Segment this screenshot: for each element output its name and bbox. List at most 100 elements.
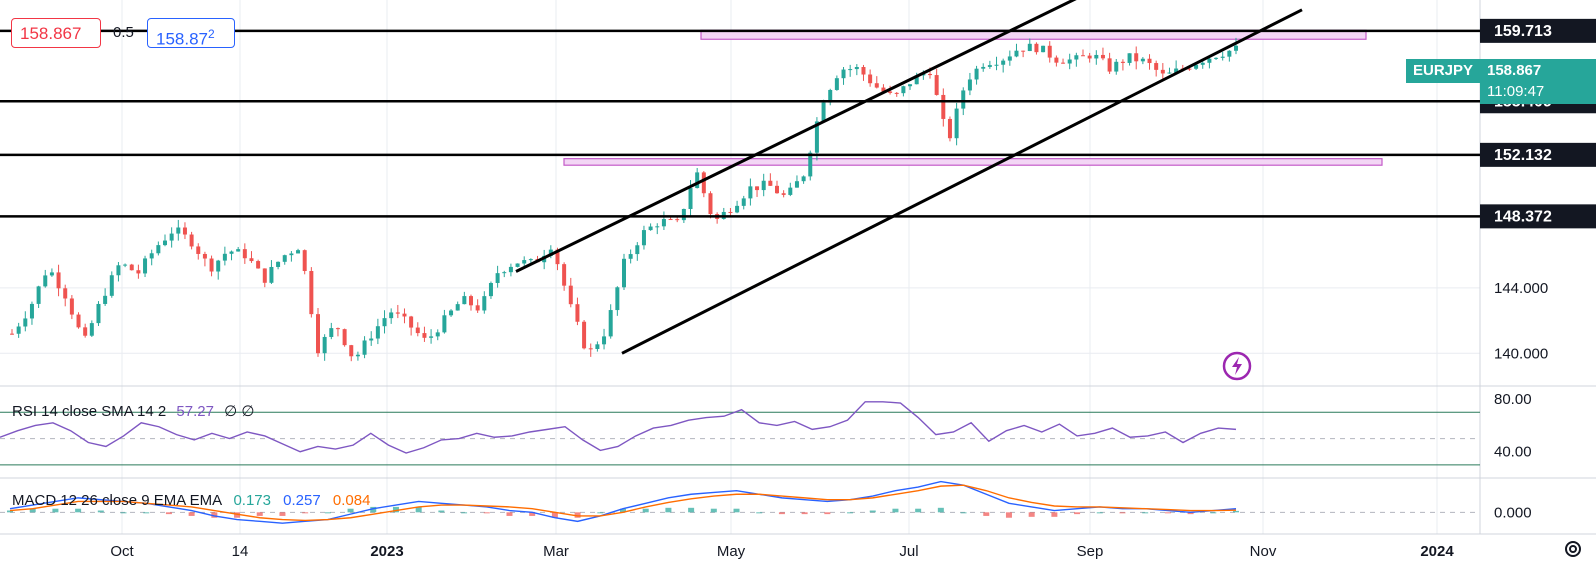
candle-body — [269, 266, 274, 283]
candle-body — [375, 326, 380, 339]
candle-body — [748, 186, 753, 199]
candle-body — [568, 285, 573, 305]
macd-histogram-bar — [756, 512, 763, 514]
rsi-legend[interactable]: RSI 14 close SMA 14 2 57.27 ∅ ∅ — [12, 402, 254, 420]
candle-body — [675, 219, 680, 221]
candle-body — [841, 69, 846, 79]
level-tag — [1480, 204, 1596, 229]
macd-histogram-bar — [574, 512, 581, 518]
gear-icon[interactable] — [1562, 538, 1584, 560]
candle-body — [49, 272, 54, 276]
candle-body — [874, 83, 879, 88]
candle-body — [508, 266, 513, 273]
candle-body — [409, 316, 414, 328]
macd-histogram-bar — [1005, 512, 1012, 518]
macd-histogram-bar — [688, 507, 695, 513]
candle-body — [1167, 72, 1172, 74]
candle-body — [349, 345, 354, 357]
macd-histogram-bar — [1233, 510, 1239, 513]
level-label: 159.713 — [1494, 23, 1552, 40]
candle-body — [1014, 50, 1019, 57]
candle-body — [661, 219, 666, 227]
macd-histogram-bar — [620, 508, 626, 513]
macd-histogram-bar — [415, 506, 422, 513]
candle-body — [1041, 45, 1046, 53]
macd-histogram-bar — [597, 512, 604, 514]
macd-legend[interactable]: MACD 12 26 close 9 EMA EMA 0.173 0.257 0… — [12, 492, 370, 509]
countdown-tag: 11:09:47 — [1480, 80, 1596, 104]
macd-histogram-bar — [801, 512, 808, 515]
macd-histogram-bar — [1074, 512, 1081, 515]
candle-body — [928, 73, 932, 76]
candle-body — [296, 250, 301, 254]
macd-histogram-bar — [370, 506, 377, 513]
candle-body — [1134, 53, 1139, 62]
macd-histogram-bar — [188, 512, 195, 516]
candle-body — [608, 310, 613, 337]
macd-histogram-bar — [1119, 512, 1126, 514]
candle-body — [821, 102, 826, 122]
candle-body — [422, 333, 427, 338]
buy-price-pip: 2 — [208, 27, 215, 41]
candle-body — [29, 303, 34, 319]
time-axis-label: May — [717, 543, 746, 560]
macd-histogram-bar — [1028, 512, 1035, 517]
candle-body — [202, 253, 207, 259]
candle-body — [701, 172, 706, 194]
macd-histogram-bar — [937, 507, 944, 513]
candle-body — [808, 152, 813, 177]
candle-body — [901, 86, 906, 94]
last-price: 158.867 — [1487, 62, 1542, 79]
sell-price-box[interactable]: 158.867 — [11, 18, 101, 48]
symbol-tag[interactable]: EURJPY — [1406, 59, 1480, 83]
candle-body — [848, 69, 853, 71]
candle-body — [276, 261, 281, 267]
candle-body — [329, 328, 334, 337]
level-label: 148.372 — [1494, 208, 1552, 225]
rsi-title: RSI 14 close SMA 14 2 — [12, 403, 167, 420]
candle-body — [282, 255, 287, 262]
macd-histogram-bar — [642, 508, 649, 513]
candle-body — [668, 219, 673, 221]
macd-histogram-bar — [506, 512, 513, 516]
time-axis-label: Mar — [543, 543, 569, 560]
candle-body — [1061, 62, 1066, 64]
candle-body — [741, 198, 746, 206]
candle-body — [10, 333, 14, 335]
candle-body — [342, 329, 347, 346]
candle-body — [575, 304, 580, 322]
candle-body — [89, 323, 94, 336]
candle-body — [469, 296, 473, 306]
candle-body — [1227, 50, 1232, 57]
macd-histogram-bar — [438, 510, 445, 513]
candle-body — [582, 321, 587, 349]
candle-body — [36, 286, 41, 304]
macd-histogram-bar — [1051, 512, 1058, 517]
flash-icon[interactable] — [1222, 351, 1252, 381]
candle-body — [316, 314, 320, 354]
candle-body — [775, 185, 779, 194]
candle-body — [335, 328, 340, 330]
candle-body — [695, 172, 700, 189]
candle-body — [914, 75, 919, 85]
candle-body — [522, 260, 527, 264]
candle-body — [728, 211, 733, 213]
candle-body — [635, 245, 640, 255]
time-axis-label: 14 — [232, 543, 249, 560]
candle-body — [109, 275, 114, 296]
macd-histogram-bar — [869, 510, 876, 513]
candle-body — [63, 288, 68, 299]
macd-title: MACD 12 26 close 9 EMA EMA — [12, 492, 222, 509]
time-axis-label: Oct — [110, 543, 134, 560]
candle-body — [548, 249, 553, 256]
candle-body — [1107, 58, 1112, 72]
channel-line — [621, 8, 1303, 355]
macd-histogram-bar — [915, 508, 922, 513]
rsi-extra: ∅ ∅ — [224, 403, 255, 420]
candle-body — [588, 348, 593, 350]
countdown: 11:09:47 — [1487, 83, 1545, 100]
spread-value: 0.5 — [113, 24, 134, 41]
buy-price-box[interactable]: 158.872 — [147, 18, 235, 49]
macd-histogram-bar — [234, 512, 241, 518]
